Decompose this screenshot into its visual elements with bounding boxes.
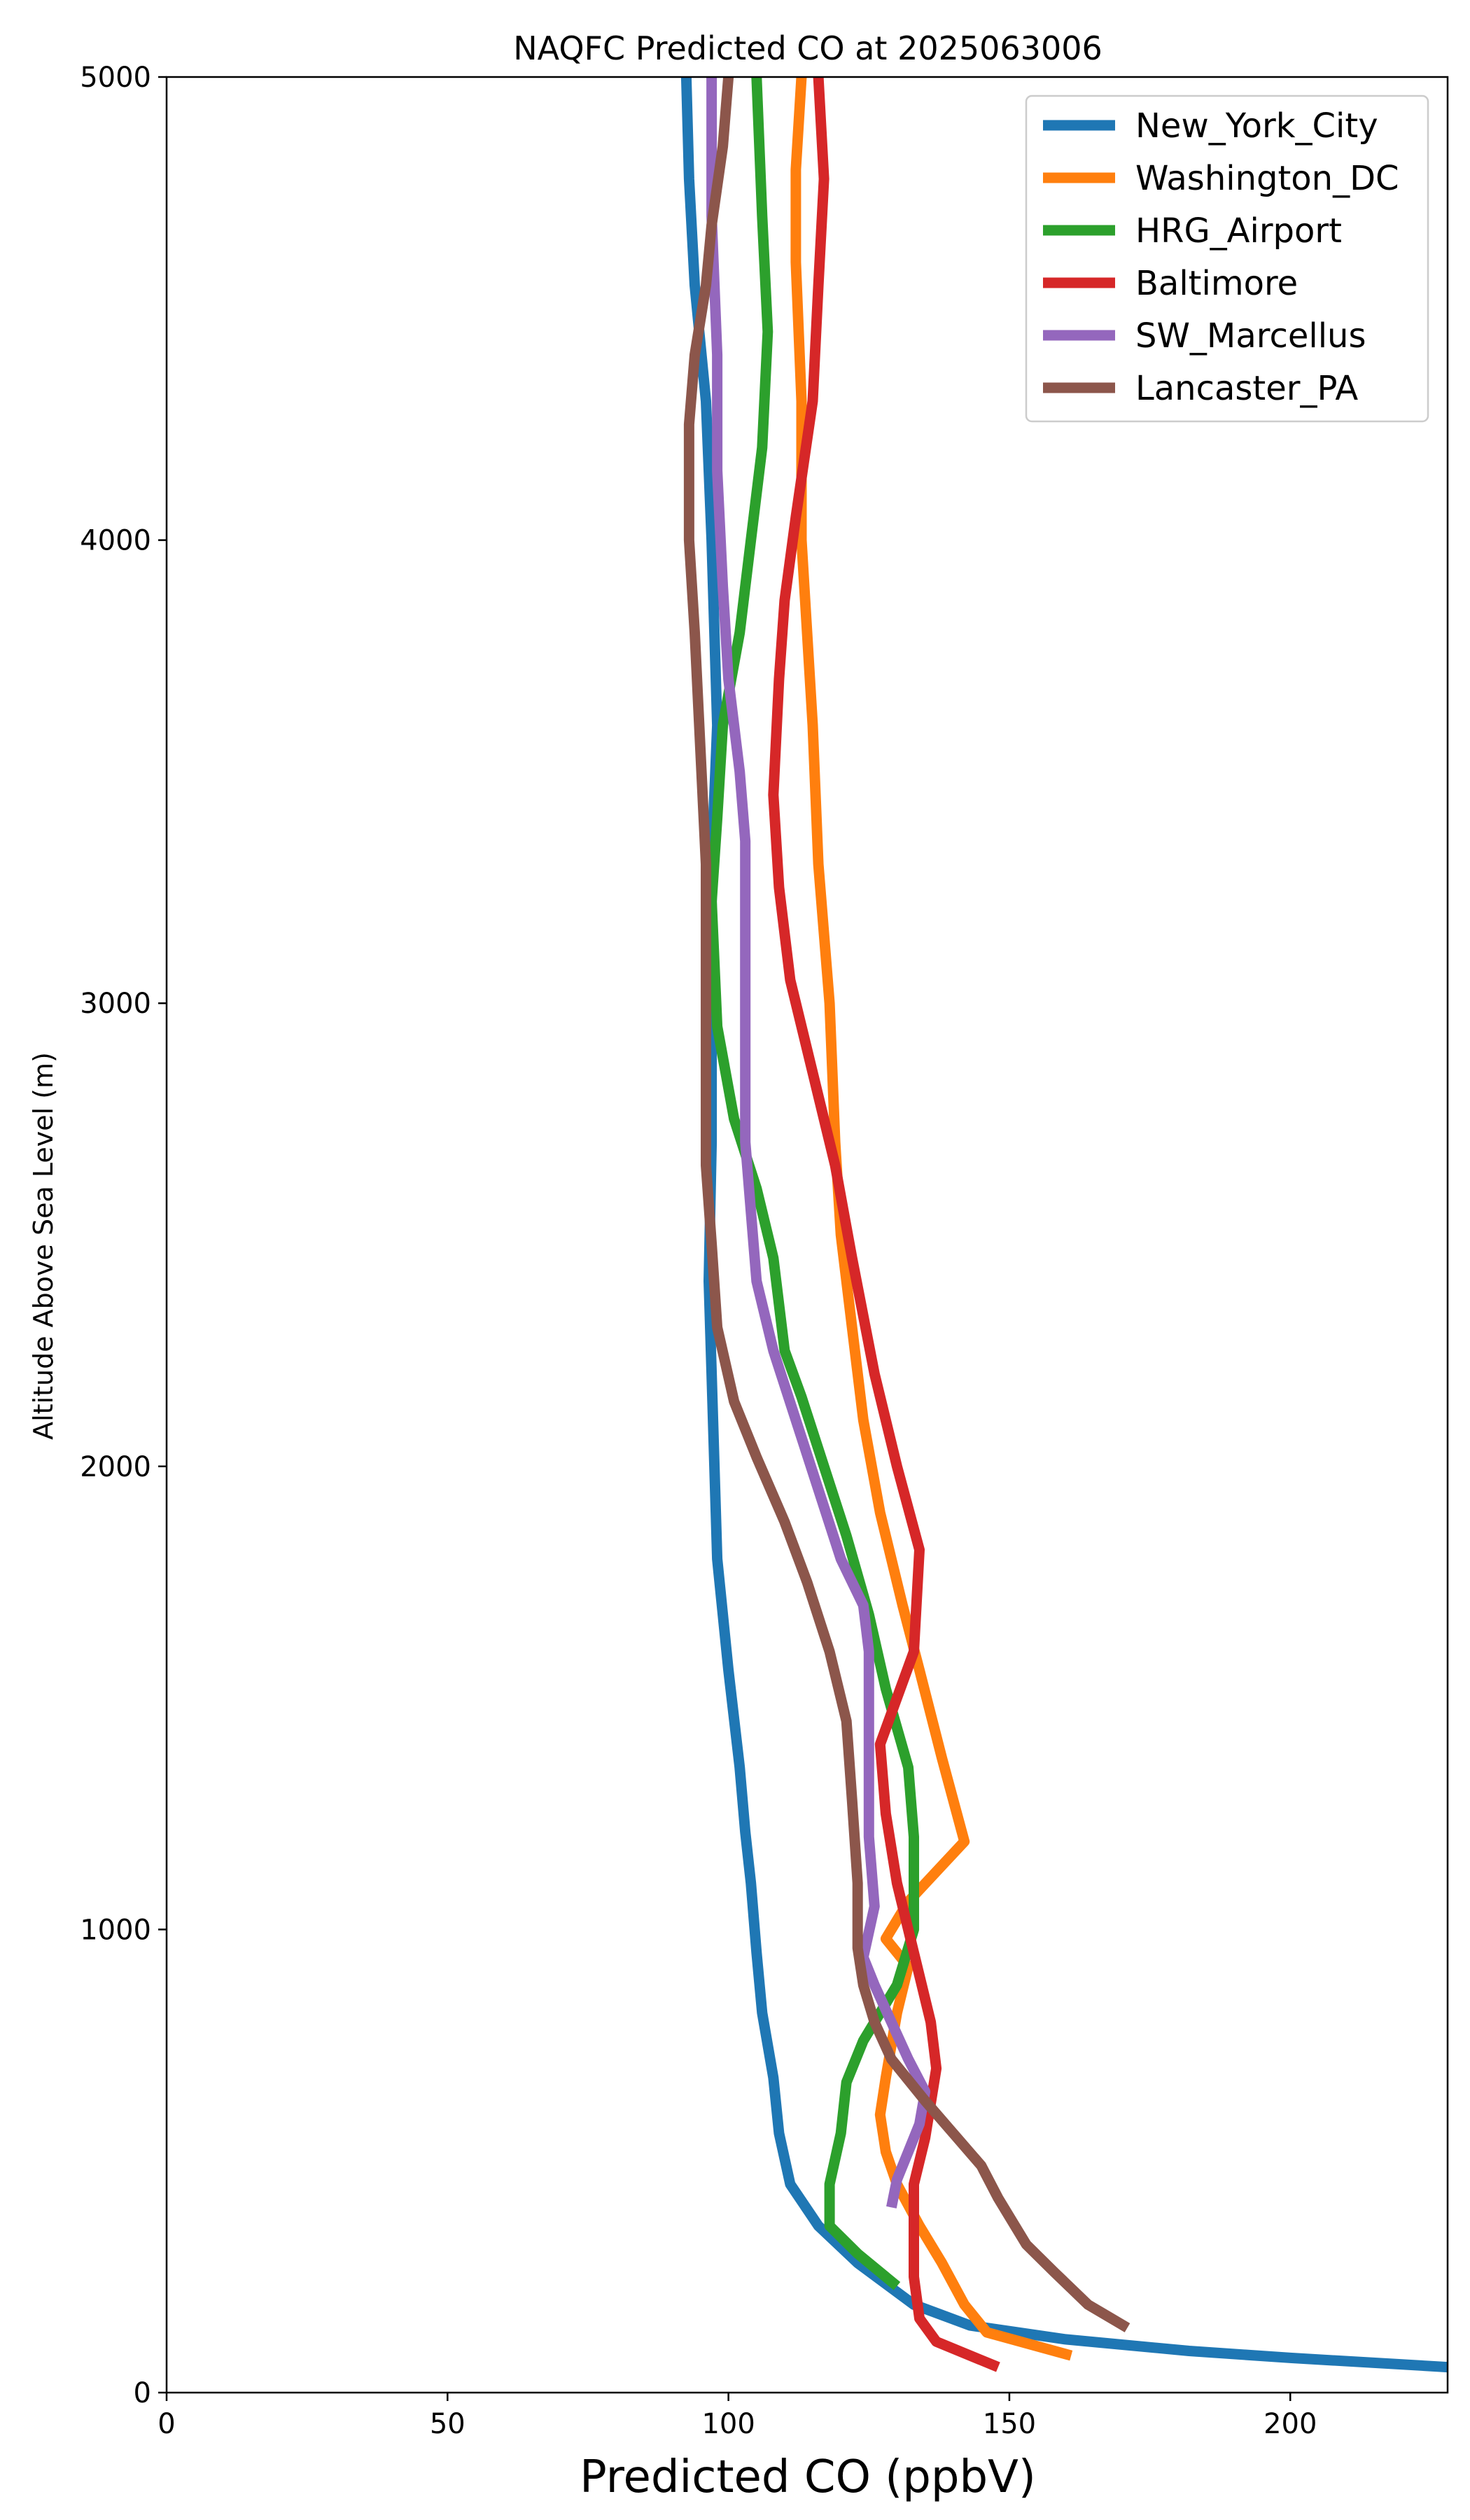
plot-lines <box>680 77 1448 2373</box>
x-tick-label: 50 <box>430 2408 465 2440</box>
y-tick-label: 2000 <box>80 1451 151 1483</box>
y-tick-label: 5000 <box>80 62 151 94</box>
legend-label: Lancaster_PA <box>1135 369 1358 408</box>
y-tick-label: 4000 <box>80 525 151 557</box>
legend-box <box>1025 94 1429 423</box>
series-line-hrg-airport <box>706 77 919 2290</box>
y-tick-label: 1000 <box>80 1914 151 1946</box>
x-tick-label: 100 <box>701 2408 755 2440</box>
legend-label: HRG_Airport <box>1135 211 1342 251</box>
legend-label: New_York_City <box>1135 106 1378 146</box>
x-tick-label: 0 <box>158 2408 175 2440</box>
x-tick-label: 200 <box>1264 2408 1317 2440</box>
series-line-sw-marcellus <box>706 77 931 2208</box>
x-axis-ticks: 0 50 100 150 200 <box>158 2393 1317 2440</box>
series-line-washington-dc <box>790 77 1073 2361</box>
y-tick-label: 0 <box>134 2377 151 2409</box>
x-axis-label: Predicted CO (ppbV) <box>580 2451 1036 2503</box>
legend-label: SW_Marcellus <box>1135 316 1366 356</box>
legend-label: Baltimore <box>1135 264 1298 303</box>
plot-frame <box>165 76 1449 2394</box>
y-axis-ticks: 0 1000 2000 3000 4000 5000 <box>80 62 167 2409</box>
y-tick-label: 3000 <box>80 988 151 1020</box>
y-axis-label: Altitude Above Sea Level (m) <box>28 1052 59 1440</box>
series-line-lancaster-pa <box>683 77 1130 2332</box>
series-line-baltimore <box>768 77 1000 2372</box>
chart-title: NAQFC Predicted CO at 2025063006 <box>513 29 1102 67</box>
legend-label: Washington_DC <box>1135 159 1399 198</box>
chart-legend: New_York_City Washington_DC HRG_Airport Bal… <box>1025 94 1429 423</box>
x-tick-label: 150 <box>983 2408 1036 2440</box>
